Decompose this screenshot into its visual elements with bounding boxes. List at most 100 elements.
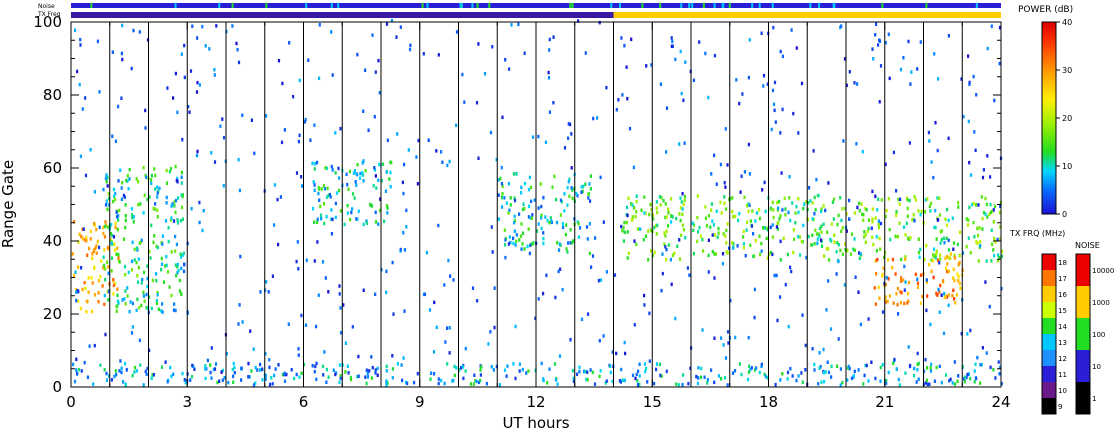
heatmap-cell — [732, 242, 735, 246]
heatmap-cell — [115, 304, 118, 309]
heatmap-cell — [935, 249, 938, 253]
heatmap-cell — [518, 238, 521, 242]
heatmap-cell — [509, 203, 512, 207]
heatmap-cell — [296, 240, 299, 244]
heatmap-cell — [120, 366, 123, 370]
heatmap-cell — [377, 58, 380, 63]
heatmap-cell — [643, 303, 646, 307]
heatmap-cell — [176, 221, 179, 225]
heatmap-cell — [991, 209, 994, 214]
heatmap-cell — [773, 108, 776, 113]
heatmap-cell — [875, 22, 878, 26]
heatmap-cell — [327, 375, 330, 379]
y-tick-label: 0 — [52, 378, 62, 396]
heatmap-cell — [998, 255, 1001, 260]
heatmap-cell — [405, 225, 408, 229]
heatmap-cell — [957, 374, 960, 378]
heatmap-cell — [346, 364, 349, 368]
heatmap-cell — [990, 259, 993, 263]
heatmap-cell — [201, 228, 204, 233]
heatmap-cell — [613, 273, 617, 277]
heatmap-cell — [837, 213, 840, 218]
heatmap-cell — [118, 208, 121, 213]
heatmap-cell — [786, 370, 790, 375]
heatmap-cell — [124, 302, 127, 306]
heatmap-cell — [117, 301, 120, 305]
heatmap-cell — [683, 198, 686, 203]
power-colorbar-segment — [1042, 60, 1056, 64]
heatmap-cell — [85, 299, 88, 304]
heatmap-cell — [415, 155, 418, 159]
heatmap-cell — [946, 207, 949, 212]
heatmap-cell — [871, 217, 874, 221]
heatmap-cell — [909, 363, 912, 368]
power-colorbar-segment — [1042, 50, 1056, 54]
heatmap-cell — [479, 378, 482, 383]
heatmap-cell — [231, 24, 234, 28]
heatmap-cell — [602, 220, 605, 224]
heatmap-cell — [588, 222, 591, 226]
heatmap-cell — [928, 382, 931, 386]
heatmap-cell — [72, 362, 75, 367]
heatmap-cell — [670, 44, 673, 48]
heatmap-cell — [952, 247, 955, 251]
heatmap-cell — [356, 162, 359, 167]
heatmap-cell — [389, 160, 392, 164]
heatmap-cell — [520, 222, 523, 226]
power-colorbar-segment — [1042, 182, 1056, 186]
heatmap-cell — [116, 246, 119, 251]
heatmap-cell — [645, 64, 648, 68]
heatmap-cell — [114, 369, 117, 373]
heatmap-cell — [367, 128, 370, 132]
heatmap-cell — [385, 22, 389, 26]
heatmap-cell — [797, 197, 800, 201]
heatmap-cell — [464, 346, 467, 351]
heatmap-cell — [932, 253, 935, 257]
heatmap-cell — [930, 160, 933, 164]
heatmap-cell — [183, 378, 186, 382]
heatmap-cell — [444, 340, 447, 344]
heatmap-cell — [548, 367, 551, 371]
heatmap-cell — [740, 372, 743, 377]
heatmap-cell — [932, 259, 935, 263]
heatmap-cell — [975, 93, 978, 97]
heatmap-cell — [188, 110, 191, 114]
heatmap-cell — [213, 160, 217, 164]
heatmap-cell — [929, 369, 933, 373]
heatmap-cell — [633, 323, 636, 327]
heatmap-cell — [894, 272, 897, 276]
heatmap-cell — [98, 225, 101, 230]
heatmap-cell — [565, 247, 568, 251]
heatmap-cell — [649, 202, 652, 207]
heatmap-cell — [779, 295, 782, 299]
heatmap-cell — [836, 241, 839, 245]
hour-lines — [109, 22, 1002, 387]
heatmap-cell — [886, 299, 889, 304]
txfreq-colorbar-segment — [1042, 286, 1056, 302]
heatmap-cell — [763, 372, 766, 377]
heatmap-cell — [196, 149, 199, 154]
heatmap-cell — [568, 194, 571, 199]
heatmap-cell — [675, 216, 678, 221]
heatmap-cell — [790, 28, 793, 32]
power-colorbar-segment — [1042, 89, 1056, 93]
heatmap-cell — [769, 225, 772, 230]
heatmap-cell — [362, 179, 365, 183]
heatmap-cell — [96, 39, 99, 44]
heatmap-cell — [241, 113, 244, 117]
heatmap-cell — [130, 207, 133, 211]
power-colorbar-segment — [1042, 197, 1056, 201]
heatmap-cell — [343, 222, 346, 227]
heatmap-cell — [213, 367, 217, 371]
heatmap-cell — [148, 195, 151, 199]
heatmap-cell — [722, 232, 725, 236]
heatmap-cell — [839, 383, 842, 387]
heatmap-cell — [986, 46, 989, 51]
heatmap-cell — [249, 329, 252, 333]
heatmap-cell — [168, 285, 171, 289]
noise-strip-tick — [569, 3, 572, 8]
heatmap-cell — [177, 268, 180, 273]
heatmap-cell — [848, 217, 851, 221]
heatmap-cell — [667, 224, 670, 228]
heatmap-cell — [615, 108, 618, 112]
